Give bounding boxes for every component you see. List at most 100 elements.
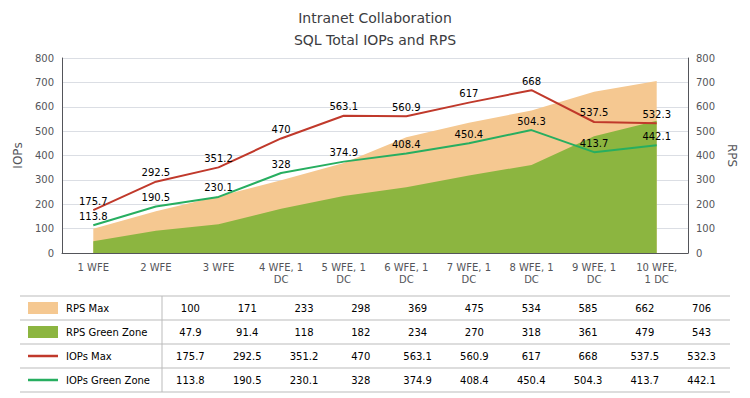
- svg-text:0: 0: [696, 248, 702, 259]
- svg-text:182: 182: [351, 327, 370, 338]
- svg-text:442.1: 442.1: [687, 375, 716, 386]
- svg-text:DC: DC: [336, 274, 351, 285]
- svg-text:DC: DC: [587, 274, 602, 285]
- svg-text:118: 118: [294, 327, 313, 338]
- svg-text:600: 600: [35, 101, 54, 112]
- svg-text:10 WFE,: 10 WFE,: [636, 262, 677, 273]
- svg-text:470: 470: [272, 124, 291, 135]
- svg-text:563.1: 563.1: [403, 351, 432, 362]
- svg-text:369: 369: [408, 303, 427, 314]
- svg-text:230.1: 230.1: [204, 182, 233, 193]
- svg-text:408.4: 408.4: [392, 139, 421, 150]
- svg-text:563.1: 563.1: [329, 101, 358, 112]
- svg-text:IOPs Max: IOPs Max: [66, 351, 112, 362]
- svg-text:700: 700: [35, 77, 54, 88]
- svg-text:600: 600: [696, 101, 715, 112]
- svg-text:1 WFE: 1 WFE: [78, 262, 110, 273]
- svg-text:8 WFE, 1: 8 WFE, 1: [509, 262, 553, 273]
- svg-text:100: 100: [181, 303, 200, 314]
- svg-text:560.9: 560.9: [460, 351, 489, 362]
- svg-text:560.9: 560.9: [392, 102, 421, 113]
- svg-text:374.9: 374.9: [329, 147, 358, 158]
- svg-text:351.2: 351.2: [290, 351, 319, 362]
- svg-text:617: 617: [522, 351, 541, 362]
- svg-text:190.5: 190.5: [233, 375, 262, 386]
- svg-text:504.3: 504.3: [574, 375, 603, 386]
- svg-text:500: 500: [35, 126, 54, 137]
- svg-text:662: 662: [635, 303, 654, 314]
- svg-text:800: 800: [35, 53, 54, 64]
- svg-text:408.4: 408.4: [460, 375, 489, 386]
- svg-text:318: 318: [522, 327, 541, 338]
- svg-text:200: 200: [35, 199, 54, 210]
- svg-text:537.5: 537.5: [630, 351, 659, 362]
- svg-text:413.7: 413.7: [630, 375, 659, 386]
- svg-text:1 DC: 1 DC: [645, 274, 669, 285]
- svg-text:800: 800: [696, 53, 715, 64]
- svg-text:113.8: 113.8: [79, 211, 108, 222]
- svg-text:DC: DC: [399, 274, 414, 285]
- svg-text:7 WFE, 1: 7 WFE, 1: [447, 262, 491, 273]
- svg-text:300: 300: [35, 174, 54, 185]
- svg-text:532.3: 532.3: [687, 351, 716, 362]
- svg-text:617: 617: [459, 88, 478, 99]
- svg-text:RPS Green Zone: RPS Green Zone: [66, 327, 147, 338]
- svg-text:585: 585: [578, 303, 597, 314]
- svg-text:RPS Max: RPS Max: [66, 303, 109, 314]
- svg-text:361: 361: [578, 327, 597, 338]
- svg-text:400: 400: [696, 150, 715, 161]
- svg-text:190.5: 190.5: [142, 192, 171, 203]
- svg-text:298: 298: [351, 303, 370, 314]
- svg-text:292.5: 292.5: [142, 167, 171, 178]
- svg-text:113.8: 113.8: [176, 375, 205, 386]
- svg-text:534: 534: [522, 303, 541, 314]
- svg-text:47.9: 47.9: [179, 327, 201, 338]
- svg-text:537.5: 537.5: [580, 107, 609, 118]
- svg-text:413.7: 413.7: [580, 138, 609, 149]
- svg-text:668: 668: [522, 76, 541, 87]
- svg-text:DC: DC: [274, 274, 289, 285]
- svg-text:4 WFE, 1: 4 WFE, 1: [259, 262, 303, 273]
- svg-text:SQL Total IOPs and RPS: SQL Total IOPs and RPS: [294, 32, 456, 48]
- svg-text:292.5: 292.5: [233, 351, 262, 362]
- svg-text:100: 100: [35, 223, 54, 234]
- svg-text:175.7: 175.7: [176, 351, 205, 362]
- svg-text:IOPs Green Zone: IOPs Green Zone: [66, 375, 150, 386]
- svg-text:9 WFE, 1: 9 WFE, 1: [572, 262, 616, 273]
- svg-text:442.1: 442.1: [642, 131, 671, 142]
- svg-text:6 WFE, 1: 6 WFE, 1: [384, 262, 428, 273]
- svg-text:470: 470: [351, 351, 370, 362]
- svg-text:450.4: 450.4: [517, 375, 546, 386]
- svg-text:270: 270: [465, 327, 484, 338]
- svg-text:Intranet Collaboration: Intranet Collaboration: [298, 10, 452, 26]
- svg-text:RPS: RPS: [725, 144, 739, 167]
- svg-text:230.1: 230.1: [290, 375, 319, 386]
- svg-text:171: 171: [238, 303, 257, 314]
- svg-text:475: 475: [465, 303, 484, 314]
- svg-text:200: 200: [696, 199, 715, 210]
- svg-text:100: 100: [696, 223, 715, 234]
- svg-text:700: 700: [696, 77, 715, 88]
- svg-text:175.7: 175.7: [79, 196, 108, 207]
- svg-text:706: 706: [692, 303, 711, 314]
- svg-text:234: 234: [408, 327, 427, 338]
- svg-text:351.2: 351.2: [204, 153, 233, 164]
- svg-text:450.4: 450.4: [455, 129, 484, 140]
- svg-text:479: 479: [635, 327, 654, 338]
- svg-text:543: 543: [692, 327, 711, 338]
- svg-text:668: 668: [578, 351, 597, 362]
- svg-text:5 WFE, 1: 5 WFE, 1: [322, 262, 366, 273]
- svg-text:504.3: 504.3: [517, 116, 546, 127]
- svg-text:400: 400: [35, 150, 54, 161]
- svg-text:DC: DC: [524, 274, 539, 285]
- svg-text:500: 500: [696, 126, 715, 137]
- svg-text:3 WFE: 3 WFE: [203, 262, 235, 273]
- svg-text:2 WFE: 2 WFE: [140, 262, 172, 273]
- svg-text:328: 328: [351, 375, 370, 386]
- svg-text:300: 300: [696, 174, 715, 185]
- svg-text:532.3: 532.3: [642, 109, 671, 120]
- svg-text:328: 328: [272, 159, 291, 170]
- svg-text:91.4: 91.4: [236, 327, 258, 338]
- svg-text:IOPs: IOPs: [11, 142, 25, 168]
- svg-text:0: 0: [48, 248, 54, 259]
